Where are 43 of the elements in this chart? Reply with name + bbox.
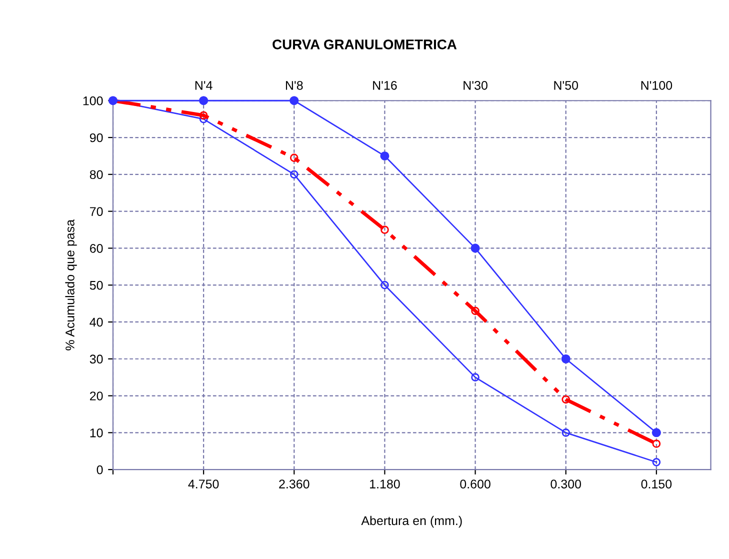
x-tick-label: 1.180 (370, 480, 400, 488)
point (199, 96, 208, 106)
x-tick-label: 2.360 (279, 480, 310, 488)
point (652, 440, 661, 448)
point (290, 154, 298, 162)
point (380, 151, 390, 160)
point (652, 458, 661, 466)
text: N'16 (373, 80, 397, 90)
point (290, 170, 298, 179)
y-tick-label: 30 (90, 354, 103, 364)
point (380, 280, 389, 290)
chart-title: CURVA GRANULOMETRICA (272, 39, 457, 50)
y-tick-label: 90 (90, 133, 103, 142)
y-tick-label: 100 (83, 96, 103, 106)
point (561, 354, 570, 364)
y-tick-label: 0 (96, 465, 103, 474)
x-tick-label: 0.300 (550, 480, 582, 488)
point (652, 428, 661, 438)
y-tick-label: 70 (90, 207, 103, 216)
y-tick-label: 80 (90, 170, 103, 180)
point (199, 111, 208, 120)
point (562, 395, 570, 404)
x-tick-label: 0.600 (460, 480, 490, 488)
y-tick-label: 40 (90, 318, 103, 327)
y-tick-label: 20 (90, 392, 103, 400)
text: N'8 (286, 80, 303, 90)
y-tick-label: 60 (90, 244, 103, 253)
point (470, 244, 480, 253)
y-tick-label: 50 (90, 280, 103, 290)
text: N'50 (554, 80, 578, 90)
point (290, 96, 299, 106)
text: N'4 (195, 81, 212, 90)
text: N'100 (641, 80, 672, 90)
x-tick-label: 4.750 (188, 480, 219, 488)
point (471, 373, 480, 382)
point (471, 306, 480, 316)
y-axis-title: % Acumulado que pasa (65, 219, 77, 350)
point (562, 428, 570, 437)
y-tick-label: 10 (90, 428, 103, 438)
text: N'30 (464, 80, 488, 90)
point (380, 226, 389, 234)
x-axis-title: Abertura en (mm.) (361, 516, 462, 528)
x-tick-label: 0.150 (641, 480, 672, 488)
